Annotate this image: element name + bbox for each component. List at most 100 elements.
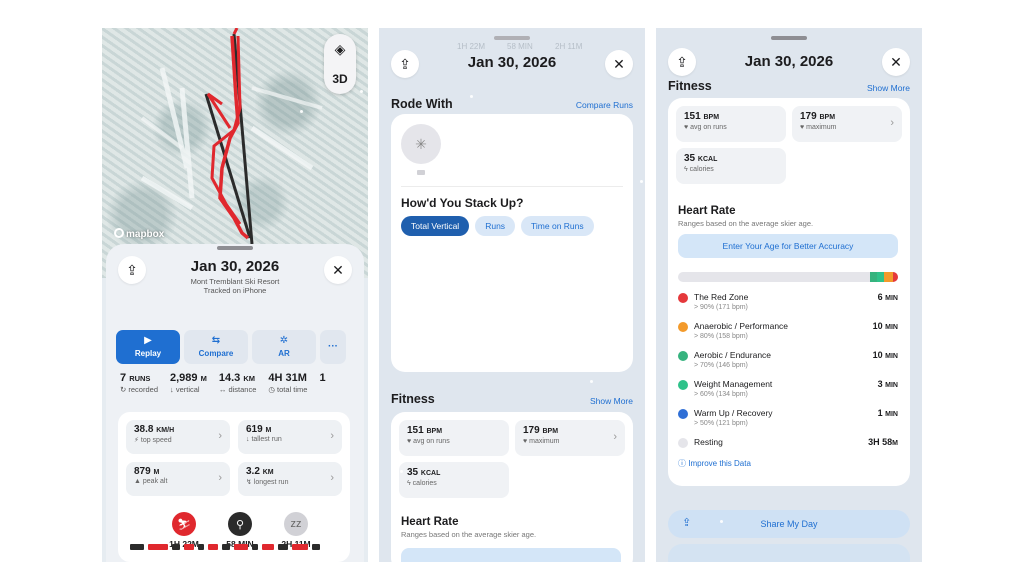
sheet-grabber[interactable] <box>494 36 530 40</box>
fitness-title: Fitness <box>391 392 435 406</box>
heart-icon: ♥ <box>684 124 689 131</box>
3d-toggle-button[interactable]: 3D <box>332 72 348 86</box>
zone-row-warm-up[interactable]: Warm Up / Recovery > 50% (121 bpm) 1 MIN <box>678 408 898 434</box>
fitness-card: 151 BPM ♥ avg on runs 179 BPM ♥ maximum … <box>668 98 910 486</box>
show-more-link[interactable]: Show More <box>867 83 910 93</box>
run-track-overlay <box>140 28 323 245</box>
day-date-title: Jan 30, 2026 <box>467 54 557 71</box>
day-summary-sheet: ⇪ Jan 30, 2026 Mont Tremblant Ski Resort… <box>106 244 364 562</box>
sheet-grabber[interactable] <box>771 36 807 40</box>
flame-icon: ϟ <box>407 480 411 487</box>
speed-icon: ⚡ <box>134 437 139 444</box>
chevron-right-icon: › <box>330 472 334 484</box>
loading-spinner-icon: ✳ <box>415 135 427 152</box>
zone-row-weight-management[interactable]: Weight Management > 60% (134 bpm) 3 MIN <box>678 379 898 405</box>
show-more-link[interactable]: Show More <box>590 396 633 406</box>
compare-metric-chips: Total Vertical Runs Time on Runs <box>401 216 594 236</box>
compare-runs-link[interactable]: Compare Runs <box>575 100 633 110</box>
avg-heart-rate-tile[interactable]: 151 BPM ♥ avg on runs <box>676 106 786 142</box>
zone-segment-weight <box>877 272 884 282</box>
heart-rate-zone-bar <box>678 272 898 282</box>
red-zone-dot-icon <box>678 293 688 303</box>
fitness-title: Fitness <box>668 79 712 93</box>
longest-run-tile[interactable]: 3.2 KM ↯ longest run › <box>238 462 342 496</box>
improve-data-link[interactable]: ⓘ Improve this Data <box>678 459 751 468</box>
activity-timeline-strip <box>130 544 320 550</box>
stat-runs: 7 RUNS ↻ recorded <box>120 372 158 394</box>
calories-tile[interactable]: 35 KCAL ϟ calories <box>676 148 786 184</box>
mapbox-logo-icon <box>114 228 124 238</box>
stat-total-time: 4H 31M ◷ total time <box>268 372 308 394</box>
chevron-right-icon: › <box>330 430 334 442</box>
sheet-header: 1H 22M 58 MIN 2H 11M ⇪ Jan 30, 2026 ✕ <box>379 28 645 98</box>
layers-icon[interactable]: ◈ <box>334 41 346 57</box>
replay-button[interactable]: ▶ Replay <box>116 330 180 364</box>
mapbox-attribution: mapbox <box>114 228 164 240</box>
enter-age-button[interactable]: Enter Your Age for Better Accuracy <box>678 234 898 258</box>
resort-map[interactable]: ◈ 3D mapbox <box>102 28 368 278</box>
heart-icon: ♥ <box>800 124 805 131</box>
share-my-day-button[interactable]: ⇪ Share My Day <box>668 510 910 538</box>
avg-heart-rate-tile[interactable]: 151 BPM ♥ avg on runs <box>399 420 509 456</box>
resort-name: Mont Tremblant Ski Resort <box>190 277 280 286</box>
route-icon: ↯ <box>246 479 252 486</box>
zone-row-anaerobic[interactable]: Anaerobic / Performance > 80% (158 bpm) … <box>678 321 898 347</box>
runs-icon: ↻ <box>120 385 127 394</box>
action-row: ▶ Replay ⇆ Compare ✲ AR ··· <box>116 330 346 364</box>
distance-icon: ↔ <box>218 385 227 394</box>
chip-runs[interactable]: Runs <box>475 216 516 236</box>
day-stats-row: 7 RUNS ↻ recorded 2,989 M ↓ vertical 14.… <box>120 372 326 394</box>
more-button[interactable]: ··· <box>320 330 346 364</box>
close-button[interactable]: ✕ <box>324 256 352 284</box>
max-heart-rate-tile[interactable]: 179 BPM ♥ maximum › <box>792 106 902 142</box>
close-button[interactable]: ✕ <box>882 48 910 76</box>
max-heart-rate-tile[interactable]: 179 BPM ♥ maximum › <box>515 420 625 456</box>
flame-icon: ϟ <box>684 166 688 173</box>
chevron-right-icon: › <box>613 431 617 443</box>
ar-button[interactable]: ✲ AR <box>252 330 316 364</box>
top-speed-tile[interactable]: 38.8 KM/H ⚡ top speed › <box>126 420 230 454</box>
sheet-grabber[interactable] <box>217 246 253 250</box>
phone-map-summary: ◈ 3D mapbox ⇪ Jan 30, 2026 Mont Tremblan… <box>102 28 368 562</box>
warmup-dot-icon <box>678 409 688 419</box>
friend-avatar[interactable]: ✳ <box>401 124 441 164</box>
zone-row-red[interactable]: The Red Zone > 90% (171 bpm) 6 MIN <box>678 292 898 318</box>
zone-row-aerobic[interactable]: Aerobic / Endurance > 70% (146 bpm) 10 M… <box>678 350 898 376</box>
share-button[interactable]: ⇪ <box>118 256 146 284</box>
age-button-partial[interactable] <box>401 548 621 562</box>
chip-time-on-runs[interactable]: Time on Runs <box>521 216 594 236</box>
peak-alt-tile[interactable]: 879 M ▲ peak alt › <box>126 462 230 496</box>
tracked-on-label: Tracked on iPhone <box>203 286 267 295</box>
phone-rode-with: 1H 22M 58 MIN 2H 11M ⇪ Jan 30, 2026 ✕ Ro… <box>379 28 645 562</box>
zone-row-resting[interactable]: Resting 3H 58M <box>678 437 898 463</box>
compare-button[interactable]: ⇆ Compare <box>184 330 248 364</box>
heart-rate-title: Heart Rate <box>678 205 736 217</box>
chairlift-icon: ⚲ <box>228 512 252 536</box>
tallest-run-tile[interactable]: 619 M ↓ tallest run › <box>238 420 342 454</box>
compare-icon: ⇆ <box>211 335 221 346</box>
chip-total-vertical[interactable]: Total Vertical <box>401 216 470 236</box>
run-stats-card: 38.8 KM/H ⚡ top speed › 619 M ↓ tallest … <box>118 412 350 562</box>
down-arrow-icon: ↓ <box>246 436 250 443</box>
stack-up-title: How'd You Stack Up? <box>401 196 524 210</box>
aerobic-dot-icon <box>678 351 688 361</box>
zone-segment-anaerobic <box>884 272 893 282</box>
stat-vertical: 2,989 M ↓ vertical <box>170 372 207 394</box>
share-button[interactable]: ⇪ <box>391 50 419 78</box>
down-arrow-icon: ↓ <box>170 385 174 394</box>
close-button[interactable]: ✕ <box>605 50 633 78</box>
sleep-icon: zz <box>284 512 308 536</box>
phone-fitness-detail: ⇪ Jan 30, 2026 ✕ Fitness Show More 151 B… <box>656 28 922 562</box>
friend-name-placeholder <box>417 170 425 175</box>
heart-rate-title: Heart Rate <box>401 516 459 528</box>
share-icon: ⇪ <box>676 53 688 70</box>
stat-distance: 14.3 KM ↔ distance <box>218 372 257 394</box>
share-button[interactable]: ⇪ <box>668 48 696 76</box>
calories-tile[interactable]: 35 KCAL ϟ calories <box>399 462 509 498</box>
play-icon: ▶ <box>144 335 152 346</box>
share-icon: ⇪ <box>399 55 411 72</box>
chevron-right-icon: › <box>218 430 222 442</box>
anaerobic-dot-icon <box>678 322 688 332</box>
chevron-right-icon: › <box>218 472 222 484</box>
more-icon: ··· <box>328 341 338 352</box>
